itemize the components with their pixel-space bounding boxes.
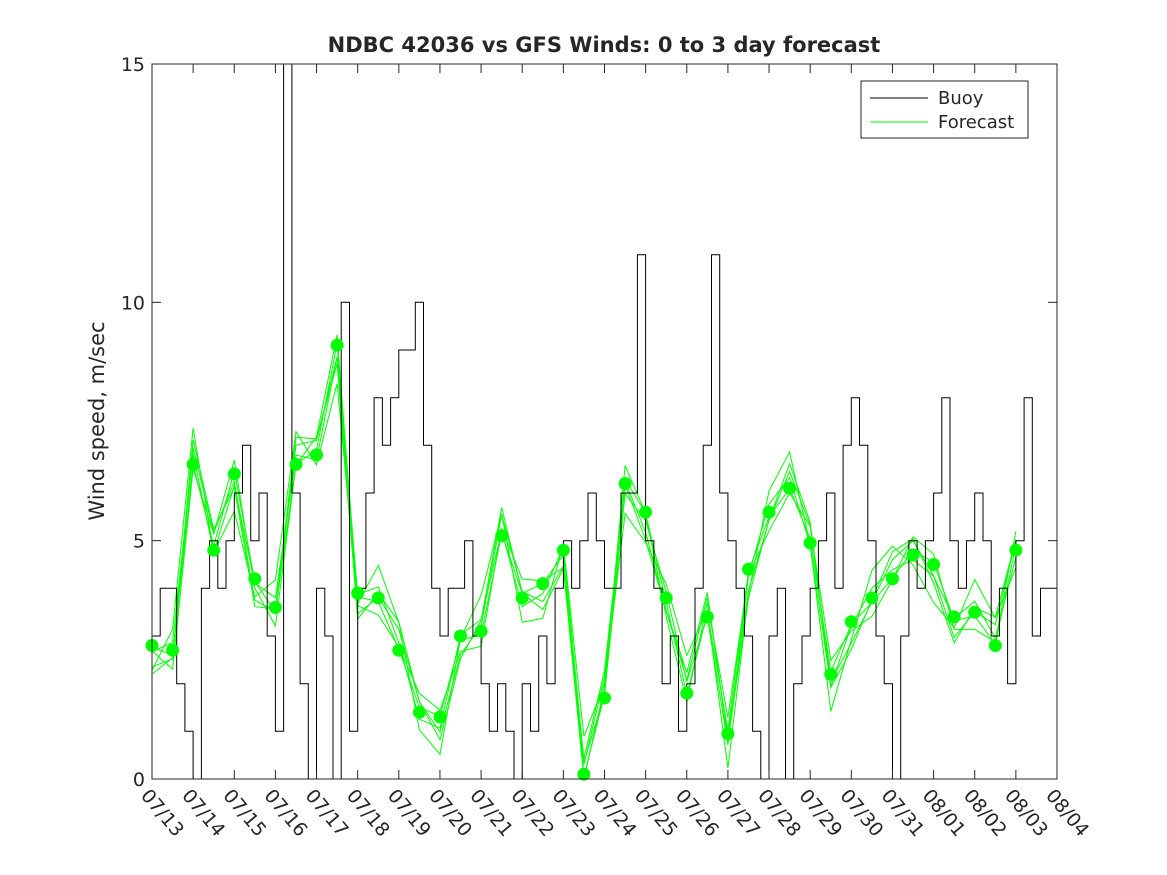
forecast-dot [186, 457, 200, 471]
forecast-dot [392, 643, 406, 657]
legend-buoy-label: Buoy [938, 88, 984, 109]
forecast-dot [762, 505, 776, 519]
forecast-dot [783, 481, 797, 495]
forecast-run-5 [151, 383, 1017, 769]
forecast-dot [947, 610, 961, 624]
forecast-dot [268, 600, 282, 614]
y-tick-label: 15 [121, 54, 145, 76]
forecast-dot [844, 615, 858, 629]
data-layer [145, 63, 1058, 781]
forecast-dot [351, 586, 365, 600]
legend-forecast-label: Forecast [938, 112, 1014, 133]
forecast-dot [618, 477, 632, 490]
plot-area [152, 64, 1057, 779]
chart-title: NDBC 42036 vs GFS Winds: 0 to 3 day fore… [328, 33, 881, 57]
forecast-dot [433, 710, 447, 724]
forecast-dot [412, 705, 426, 719]
forecast-dot [495, 529, 509, 543]
forecast-dot [330, 338, 344, 352]
buoy-series-line [152, 63, 1058, 780]
legend-box [860, 80, 1029, 139]
forecast-dot [1009, 543, 1023, 557]
forecast-dot [659, 591, 673, 605]
legend: Buoy Forecast [860, 80, 1029, 139]
forecast-dot [639, 505, 653, 519]
forecast-dot [166, 643, 180, 657]
forecast-dot [556, 543, 570, 557]
y-tick-label: 5 [133, 531, 145, 553]
forecast-dot [598, 691, 611, 705]
y-axis-label: Wind speed, m/sec [85, 321, 109, 520]
forecast-dot [310, 448, 323, 462]
forecast-dot [906, 548, 920, 562]
y-tick-label: 0 [133, 769, 145, 791]
forecast-dot [371, 591, 385, 605]
forecast-dot [824, 667, 838, 681]
y-tick-label: 10 [121, 292, 145, 314]
forecast-dot [700, 610, 714, 624]
forecast-dot [886, 572, 899, 586]
forecast-dot [742, 562, 755, 576]
forecast-dot [803, 536, 817, 550]
forecast-dot [721, 727, 735, 741]
forecast-dot [474, 624, 488, 638]
forecast-dot [968, 605, 982, 619]
forecast-dot [289, 457, 303, 471]
forecast-dot [536, 577, 550, 591]
forecast-dot [248, 572, 262, 586]
forecast-dot [577, 767, 591, 781]
forecast-dot [927, 558, 941, 571]
forecast-dot [680, 686, 694, 700]
forecast-dot [988, 639, 1002, 652]
forecast-dot [454, 629, 467, 643]
forecast-dot [515, 591, 529, 605]
forecast-dot [207, 543, 221, 557]
forecast-dot [865, 591, 879, 605]
forecast-dot [227, 467, 241, 481]
